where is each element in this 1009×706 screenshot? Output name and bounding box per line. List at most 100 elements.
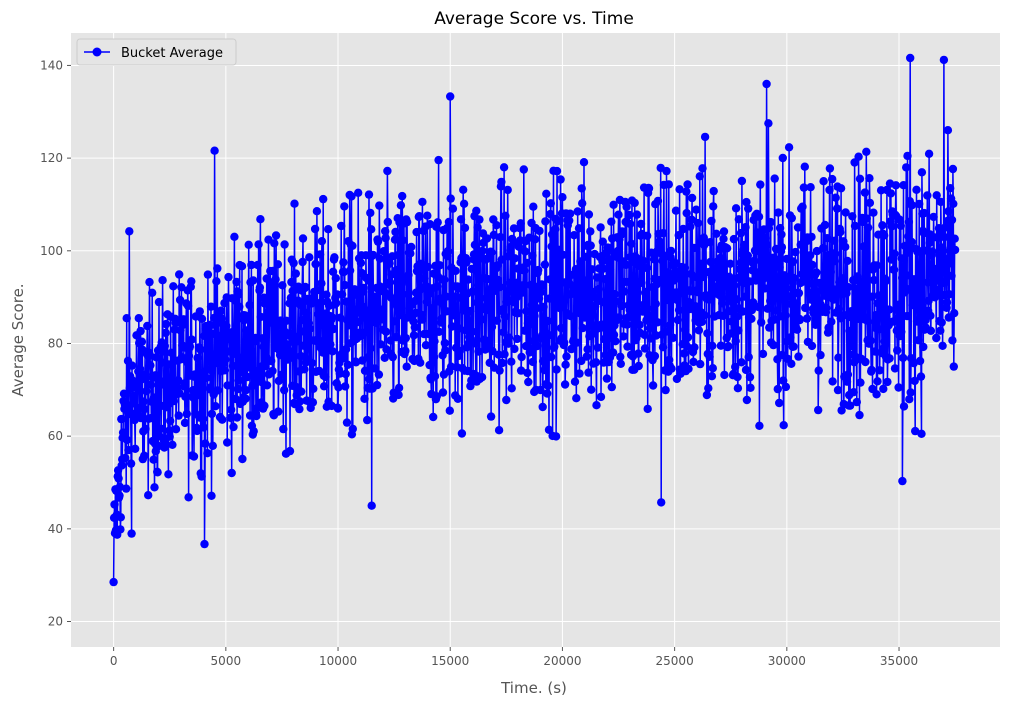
data-point	[179, 315, 188, 324]
data-point	[361, 328, 370, 337]
x-tick-label: 10000	[319, 654, 357, 668]
data-point	[747, 314, 756, 323]
data-point	[800, 162, 809, 171]
data-point	[889, 265, 899, 274]
data-point	[259, 342, 268, 351]
data-point	[161, 440, 170, 450]
data-point	[429, 412, 438, 422]
data-point	[341, 369, 350, 379]
data-point	[911, 289, 921, 299]
data-point	[784, 143, 794, 152]
data-point	[457, 429, 467, 438]
data-point	[596, 223, 605, 232]
data-point	[251, 333, 260, 343]
data-point	[812, 268, 821, 277]
data-point	[235, 302, 244, 311]
data-point	[551, 432, 561, 441]
data-point	[200, 539, 209, 549]
data-point	[695, 172, 704, 181]
data-point	[573, 207, 582, 216]
data-point	[625, 210, 634, 220]
data-point	[126, 459, 136, 468]
data-point	[775, 263, 784, 272]
data-point	[396, 287, 405, 297]
data-point	[149, 455, 158, 464]
data-point	[476, 293, 485, 303]
data-point	[814, 366, 823, 375]
data-point	[502, 395, 511, 405]
data-point	[278, 281, 287, 290]
data-point	[124, 445, 133, 455]
data-point	[729, 234, 739, 244]
data-point	[290, 199, 299, 208]
data-point	[206, 383, 215, 392]
data-point	[771, 280, 780, 290]
y-tick-label: 80	[48, 336, 63, 350]
data-point	[587, 265, 597, 274]
data-point	[342, 418, 352, 427]
data-point	[822, 303, 831, 313]
data-point	[445, 406, 454, 415]
data-point	[308, 398, 318, 407]
data-point	[806, 183, 815, 192]
data-point	[232, 277, 241, 287]
data-point	[495, 366, 504, 375]
data-point	[434, 327, 444, 336]
data-point	[664, 180, 673, 189]
data-point	[917, 429, 926, 438]
data-point	[543, 389, 552, 398]
data-point	[880, 337, 889, 346]
data-point	[315, 250, 325, 259]
data-point	[354, 188, 363, 197]
data-point	[193, 353, 202, 363]
data-point	[287, 277, 296, 287]
data-point	[556, 323, 566, 333]
data-point	[757, 318, 766, 327]
data-point	[385, 259, 394, 268]
data-point	[823, 259, 832, 268]
chart-title: Average Score vs. Time	[434, 9, 634, 29]
data-point	[409, 331, 419, 340]
data-point	[731, 204, 741, 213]
data-point	[645, 324, 655, 333]
data-point	[546, 209, 555, 219]
data-point	[947, 271, 956, 280]
data-point	[165, 432, 174, 441]
data-point	[584, 210, 594, 219]
data-point	[375, 254, 384, 263]
data-point	[169, 396, 178, 406]
data-point	[216, 349, 225, 359]
data-point	[216, 306, 226, 315]
data-point	[738, 307, 747, 316]
data-point	[477, 373, 487, 382]
data-point	[340, 202, 349, 211]
data-point	[180, 379, 189, 388]
data-point	[689, 357, 698, 367]
data-point	[238, 454, 247, 464]
data-point	[899, 402, 909, 411]
data-point	[865, 174, 874, 183]
data-point	[565, 216, 574, 225]
data-point	[328, 267, 338, 276]
data-point	[242, 326, 251, 335]
data-point	[396, 201, 406, 210]
data-point	[146, 361, 155, 370]
data-point	[744, 204, 753, 213]
data-point	[745, 277, 754, 286]
data-point	[150, 483, 159, 492]
data-point	[532, 303, 541, 313]
data-point	[268, 366, 277, 376]
data-point	[187, 277, 196, 286]
data-point	[722, 244, 732, 253]
data-point	[296, 300, 305, 310]
data-point	[298, 257, 307, 267]
data-point	[939, 55, 949, 65]
data-point	[175, 270, 184, 279]
data-point	[115, 482, 125, 492]
data-point	[271, 275, 280, 284]
data-point	[555, 258, 564, 267]
data-point	[741, 365, 751, 375]
data-point	[504, 339, 513, 348]
data-point	[759, 256, 768, 265]
data-point	[586, 241, 595, 250]
